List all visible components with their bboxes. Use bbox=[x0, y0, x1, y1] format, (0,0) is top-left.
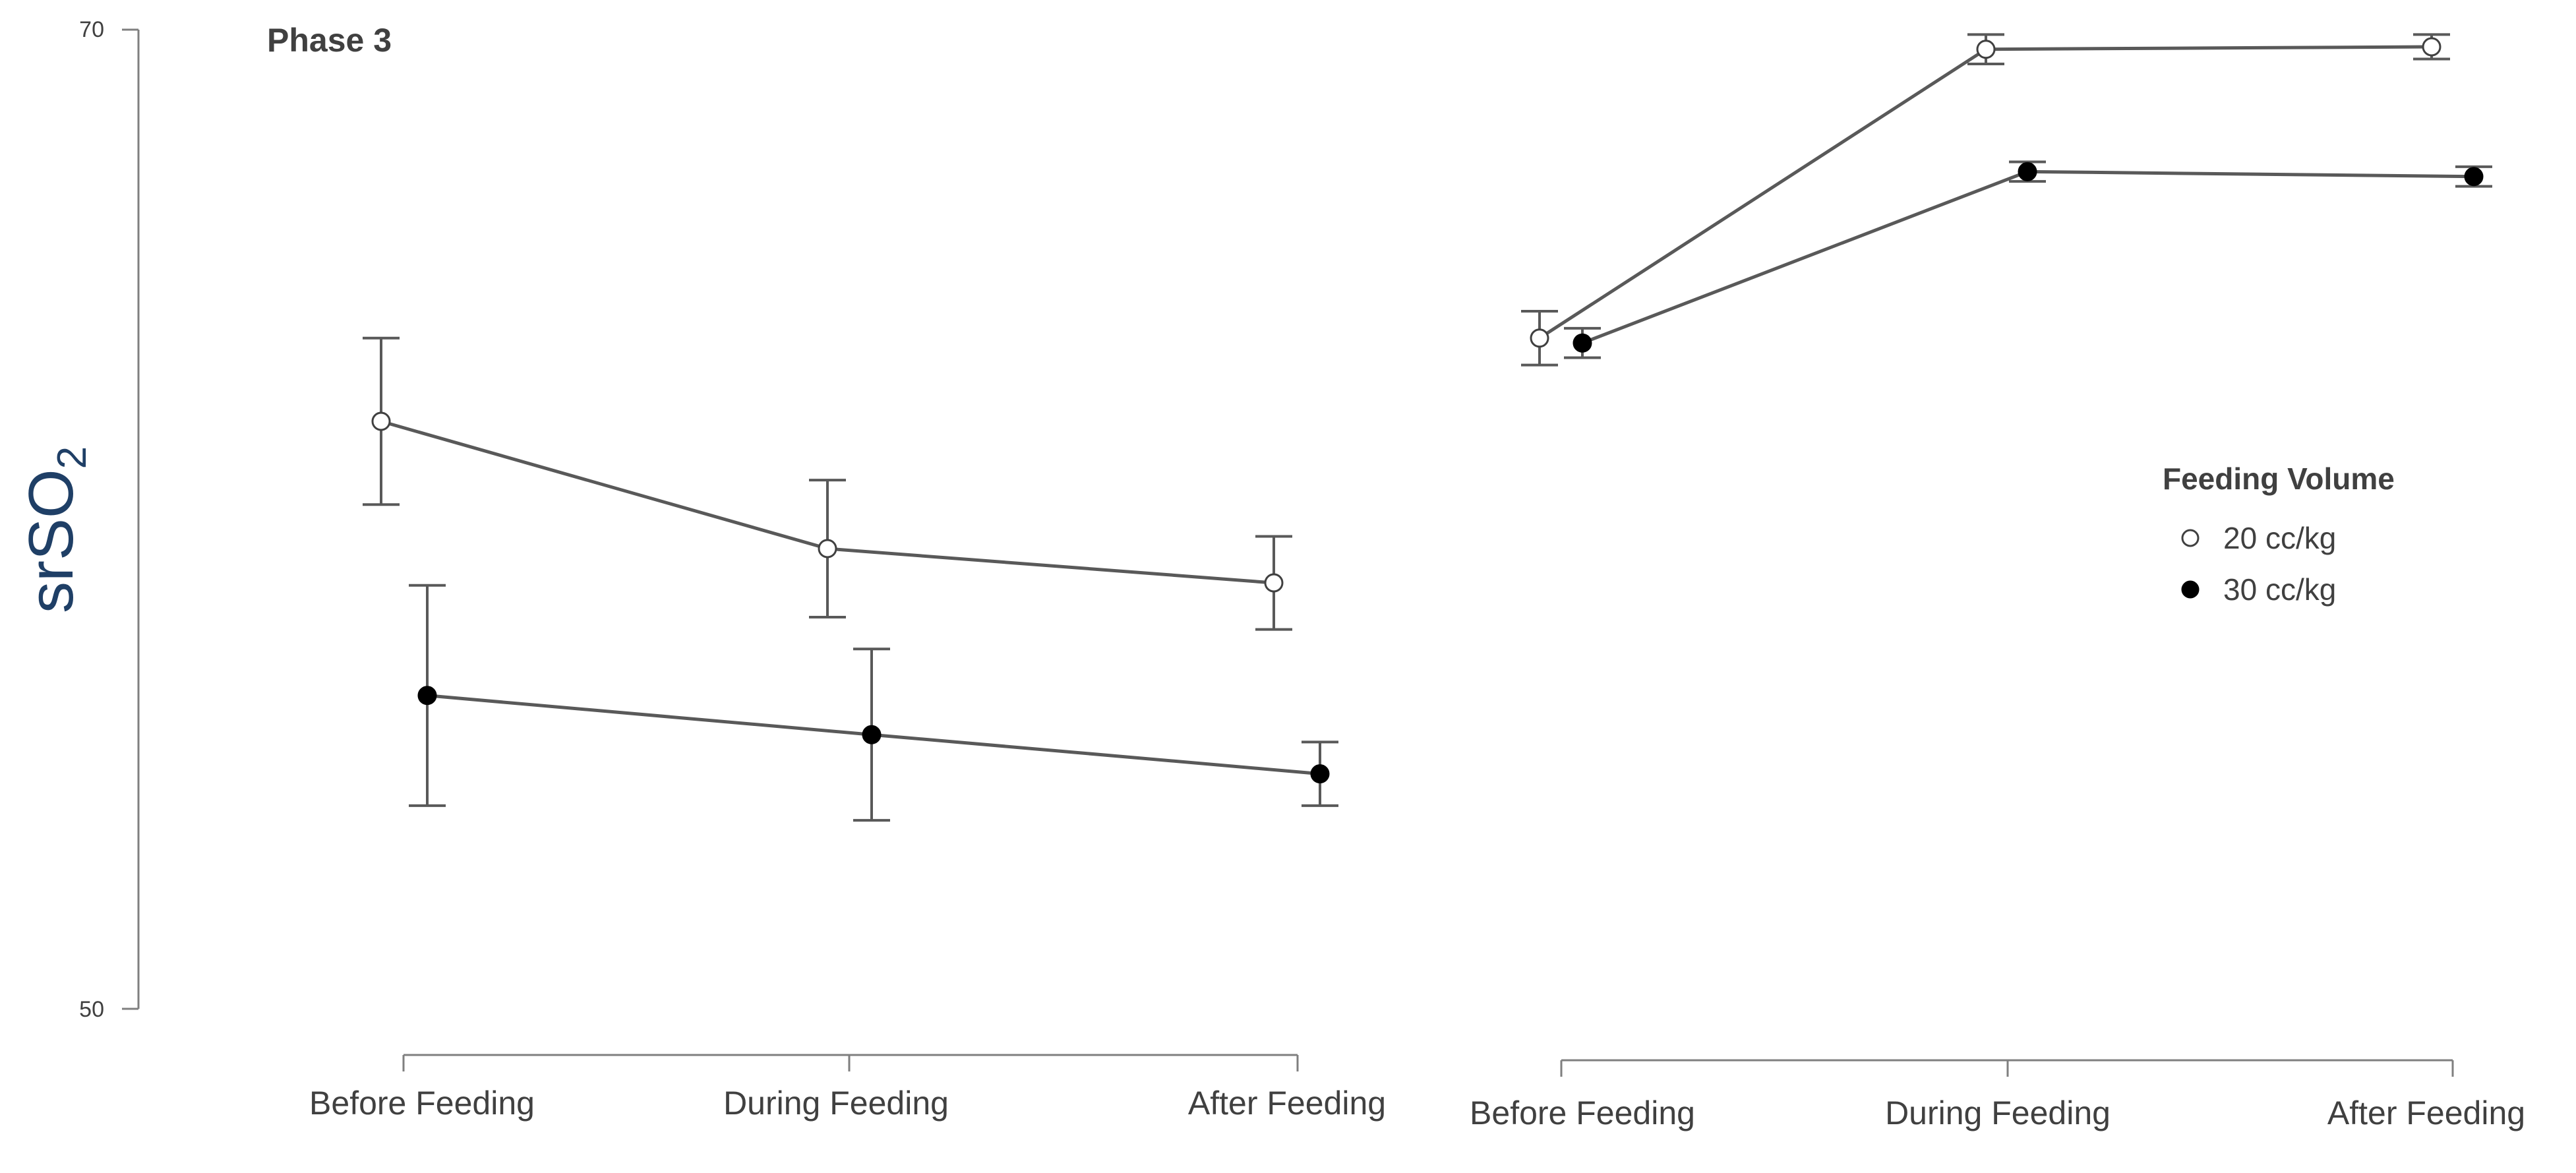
x-axis-right: Before Feeding During Feeding After Feed… bbox=[1470, 1059, 2525, 1131]
x-label-left-during: During Feeding bbox=[723, 1085, 949, 1122]
x-label-right-during: During Feeding bbox=[1885, 1095, 2111, 1131]
y-tick-label-70: 70 bbox=[79, 17, 104, 42]
data-point-left-20-0 bbox=[371, 411, 391, 431]
x-axis-left: Before Feeding During Feeding After Feed… bbox=[309, 1054, 1386, 1122]
y-axis: 70 50 bbox=[79, 17, 140, 1022]
data-point-right-30-1 bbox=[2018, 162, 2037, 181]
data-point-right-30-2 bbox=[2464, 167, 2484, 187]
legend-title: Feeding Volume bbox=[2163, 462, 2395, 496]
legend-label-20: 20 cc/kg bbox=[2223, 521, 2336, 555]
x-label-left-after: After Feeding bbox=[1188, 1085, 1386, 1122]
series-line-right-20 bbox=[1538, 45, 2432, 340]
x-label-left-before: Before Feeding bbox=[309, 1085, 535, 1122]
plot-area bbox=[363, 33, 2492, 822]
x-label-right-before: Before Feeding bbox=[1470, 1095, 1695, 1131]
chart-title: Phase 3 bbox=[267, 22, 392, 59]
data-point-left-30-0 bbox=[417, 686, 437, 706]
data-point-left-20-2 bbox=[1264, 573, 1284, 593]
legend-marker-30 bbox=[2181, 580, 2200, 599]
data-point-right-20-2 bbox=[2422, 37, 2441, 57]
x-label-right-after: After Feeding bbox=[2327, 1095, 2525, 1131]
data-point-left-30-2 bbox=[1310, 764, 1330, 784]
legend: Feeding Volume 20 cc/kg 30 cc/kg bbox=[2163, 462, 2395, 607]
data-point-right-20-0 bbox=[1530, 328, 1549, 348]
data-point-right-20-1 bbox=[1976, 40, 1996, 59]
y-tick-label-50: 50 bbox=[79, 997, 104, 1022]
y-axis-label-main: srSO bbox=[16, 469, 86, 613]
data-point-left-30-1 bbox=[862, 725, 882, 744]
y-axis-label-sub: 2 bbox=[49, 446, 95, 469]
data-point-left-20-1 bbox=[818, 539, 837, 558]
legend-marker-20 bbox=[2181, 529, 2200, 547]
data-point-right-30-0 bbox=[1573, 333, 1592, 353]
series-line-right-30 bbox=[1582, 169, 2474, 345]
y-axis-label: srSO2 bbox=[16, 446, 95, 613]
legend-label-30: 30 cc/kg bbox=[2223, 572, 2336, 607]
